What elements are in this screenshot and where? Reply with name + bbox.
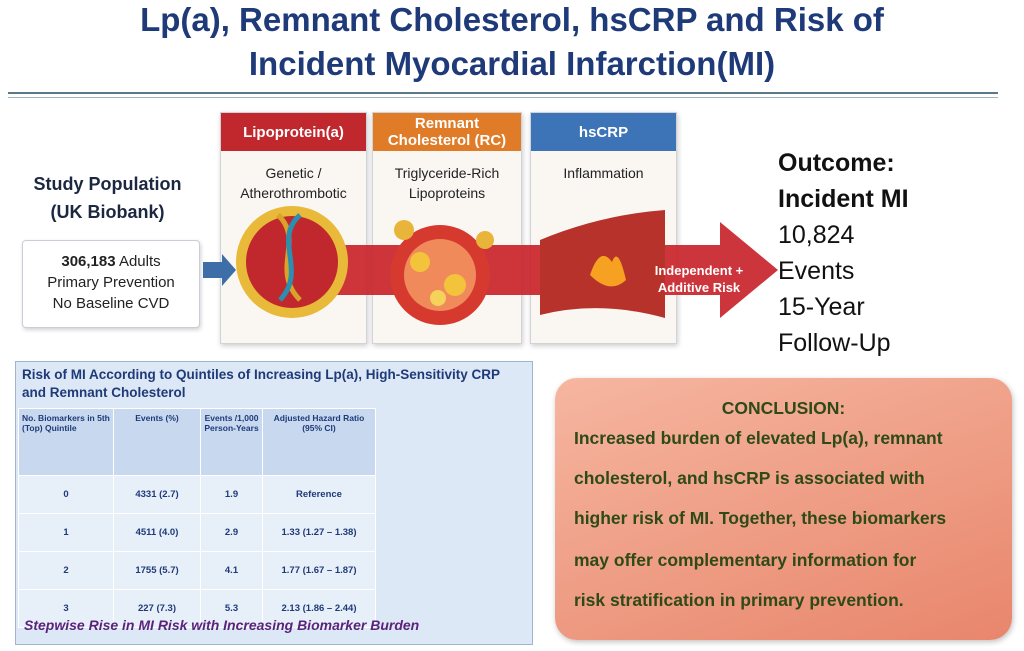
header-row: No. Biomarkers in 5th (Top) Quintile Eve…	[18, 408, 376, 476]
table-cell: 1.33 (1.27 – 1.38)	[262, 513, 376, 552]
table-row: 1 4511 (4.0) 2.9 1.33 (1.27 – 1.38)	[18, 513, 376, 552]
table-cell: 0	[18, 475, 114, 514]
table-body: 0 4331 (2.7) 1.9 Reference 1 4511 (4.0) 2.9 1.3…	[18, 475, 376, 628]
outcome-line: Events	[778, 257, 855, 285]
table-cell: 2.13 (1.86 – 2.44)	[262, 589, 376, 628]
header-cell: Events (%)	[113, 408, 201, 476]
panel: Lipoprotein(a) Genetic / Atherothrombotic	[220, 112, 367, 344]
panel-desc: Genetic / Atherothrombotic	[221, 163, 366, 203]
table-cell: 1755 (5.7)	[113, 551, 201, 590]
table-cell: 1.9	[200, 475, 263, 514]
population-title: Study Population	[33, 174, 182, 194]
table-cell: 3	[18, 589, 114, 628]
conclusion-line: may offer complementary information for	[574, 550, 917, 570]
conclusion-heading: CONCLUSION:	[721, 398, 846, 418]
table-cell: 5.3	[200, 589, 263, 628]
header-cell: Adjusted Hazard Ratio (95% CI)	[262, 408, 376, 476]
outcome-heading: Incident MI	[778, 185, 909, 213]
population-count: 306,183	[61, 253, 116, 270]
conclusion-box	[555, 378, 1012, 640]
panel-desc-line: Atherothrombotic	[240, 185, 347, 201]
table-cell: Reference	[262, 475, 376, 514]
panel-label: hsCRP	[531, 113, 676, 151]
population-title: (UK Biobank)	[50, 202, 165, 222]
results-table: No. Biomarkers in 5th (Top) Quintile Eve…	[18, 408, 376, 628]
population-detail: No Baseline CVD	[52, 295, 170, 312]
panel-desc: Inflammation	[531, 163, 676, 183]
arrow-text: Independent + Additive Risk	[640, 262, 758, 296]
outcome-heading: Outcome:	[778, 149, 895, 177]
table-footer: Stepwise Rise in MI Risk with Increasing…	[24, 617, 420, 633]
title-line: Incident Myocardial Infarction(MI)	[248, 45, 776, 82]
outcome-line: Follow-Up	[778, 329, 891, 357]
table-title: Risk of MI According to Quintiles of Inc…	[22, 367, 500, 400]
table-cell: 227 (7.3)	[113, 589, 201, 628]
panel-label: Remnant Cholesterol (RC)	[373, 113, 521, 151]
conclusion-line: Increased burden of elevated Lp(a), remn…	[574, 428, 943, 448]
panel-desc-line: Triglyceride-Rich	[394, 165, 500, 181]
arrow-text-line: Additive Risk	[657, 280, 741, 295]
table-cell: 2	[18, 551, 114, 590]
population-detail: Primary Prevention	[47, 274, 175, 291]
table-row: 3 227 (7.3) 5.3 2.13 (1.86 – 2.44)	[18, 589, 376, 628]
panel-desc-line: Inflammation	[563, 165, 644, 181]
table-row: 0 4331 (2.7) 1.9 Reference	[18, 475, 376, 514]
outcome-line: 10,824	[778, 221, 855, 249]
panel-desc-line: Lipoproteins	[408, 185, 486, 201]
arrow-text-line: Independent +	[654, 263, 744, 278]
table-cell: 1.77 (1.67 – 1.87)	[262, 551, 376, 590]
conclusion-line: risk stratification in primary preventio…	[574, 590, 904, 610]
table-cell: 1	[18, 513, 114, 552]
panel: Remnant Cholesterol (RC) Triglyceride-Ri…	[372, 112, 522, 344]
population-box: 306,183 Adults Primary Prevention No Bas…	[22, 240, 200, 328]
conclusion-line: higher risk of MI. Together, these bioma…	[574, 508, 947, 528]
population-count-line: 306,183 Adults	[23, 251, 199, 272]
rule	[8, 97, 998, 98]
table-cell: 2.9	[200, 513, 263, 552]
panel-desc: Triglyceride-Rich Lipoproteins	[373, 163, 521, 203]
table-cell: 4331 (2.7)	[113, 475, 201, 514]
population-count-label: Adults	[118, 253, 161, 270]
panel-label: Lipoprotein(a)	[221, 113, 366, 151]
title-line: Lp(a), Remnant Cholesterol, hsCRP and Ri…	[140, 1, 884, 38]
panel-desc-line: Genetic /	[265, 165, 322, 181]
header-cell: Events /1,000 Person-Years	[200, 408, 263, 476]
outcome-line: 15-Year	[778, 293, 865, 321]
panel: hsCRP Inflammation	[530, 112, 677, 344]
conclusion-line: cholesterol, and hsCRP is associated wit…	[574, 468, 925, 488]
table-cell: 4511 (4.0)	[113, 513, 201, 552]
rule	[8, 92, 998, 94]
table-cell: 4.1	[200, 551, 263, 590]
table-row: 2 1755 (5.7) 4.1 1.77 (1.67 – 1.87)	[18, 551, 376, 590]
header-cell: No. Biomarkers in 5th (Top) Quintile	[18, 408, 114, 476]
